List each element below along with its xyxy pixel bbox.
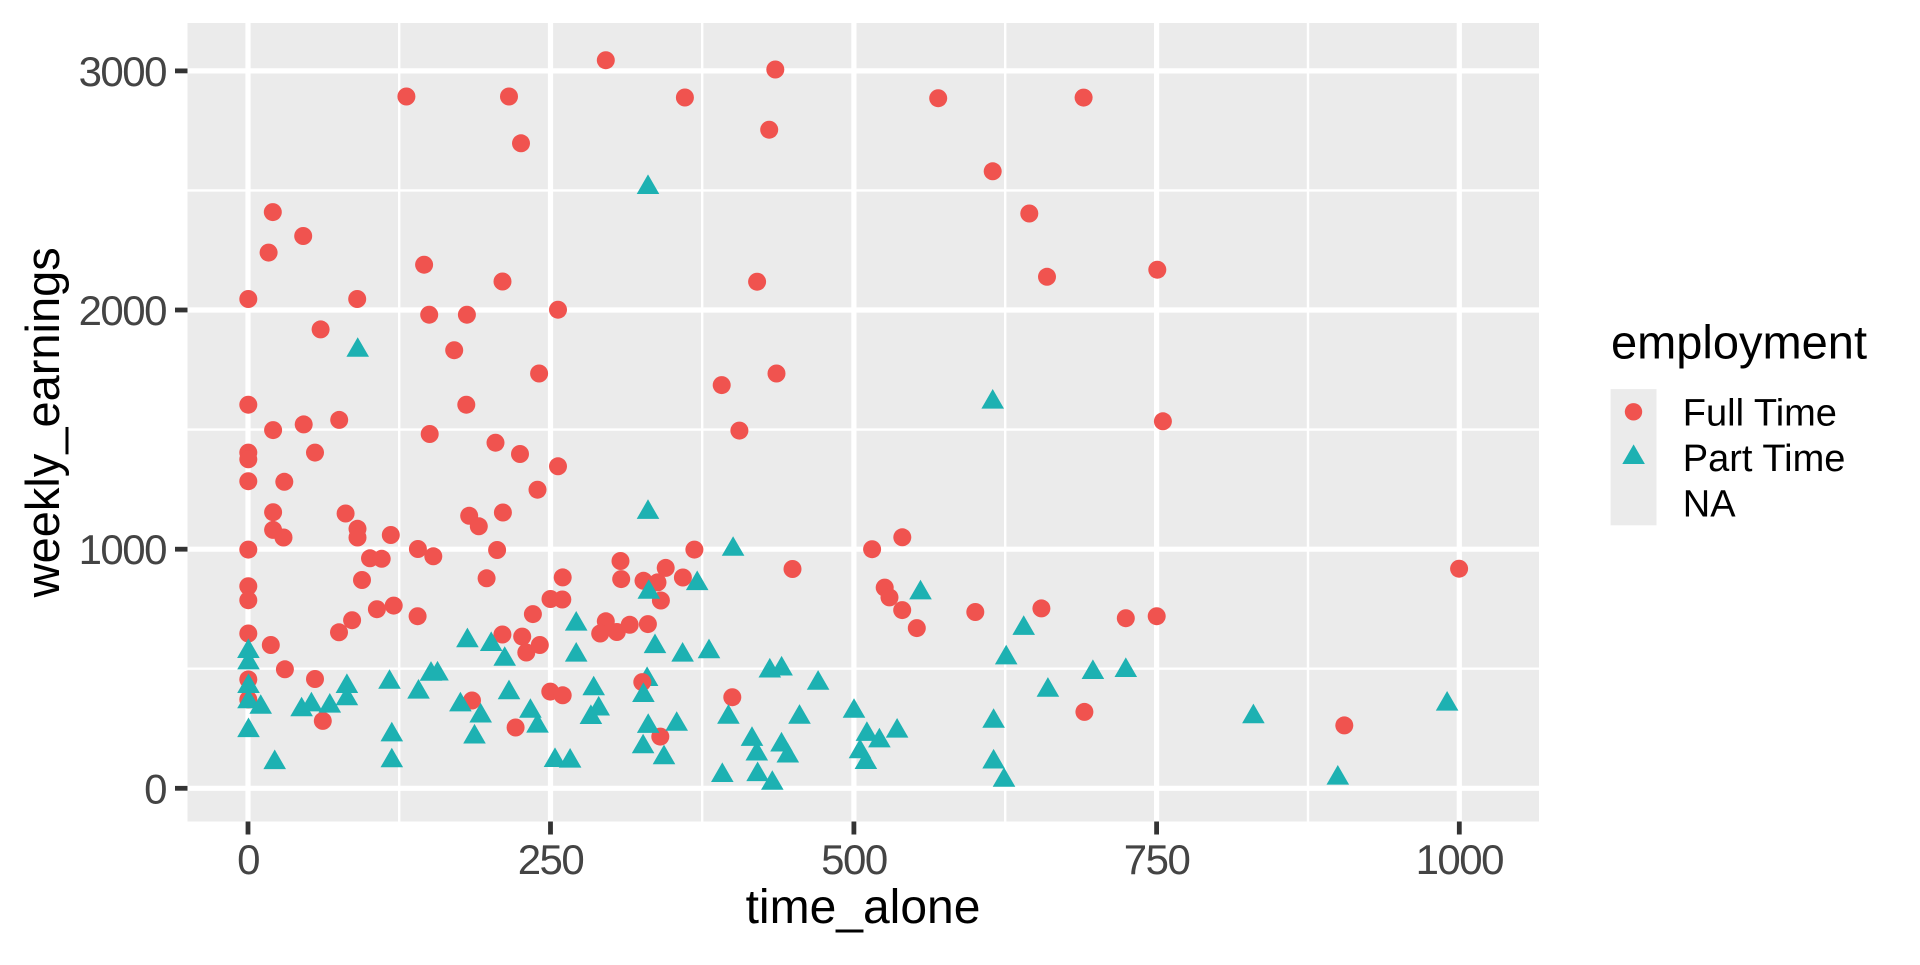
svg-text:1000: 1000 <box>1416 836 1504 883</box>
svg-text:750: 750 <box>1124 836 1190 883</box>
svg-text:employment: employment <box>1611 316 1867 369</box>
svg-text:Part Time: Part Time <box>1683 438 1846 480</box>
svg-text:3000: 3000 <box>79 48 167 95</box>
svg-text:Full Time: Full Time <box>1683 393 1837 435</box>
svg-text:500: 500 <box>821 836 887 883</box>
svg-text:0: 0 <box>237 836 259 883</box>
svg-text:weekly_earnings: weekly_earnings <box>16 247 69 598</box>
svg-text:0: 0 <box>144 765 166 812</box>
svg-text:time_alone: time_alone <box>746 881 981 934</box>
svg-text:1000: 1000 <box>79 526 167 573</box>
svg-text:2000: 2000 <box>79 287 167 334</box>
svg-text:NA: NA <box>1683 484 1736 526</box>
svg-text:250: 250 <box>518 836 584 883</box>
